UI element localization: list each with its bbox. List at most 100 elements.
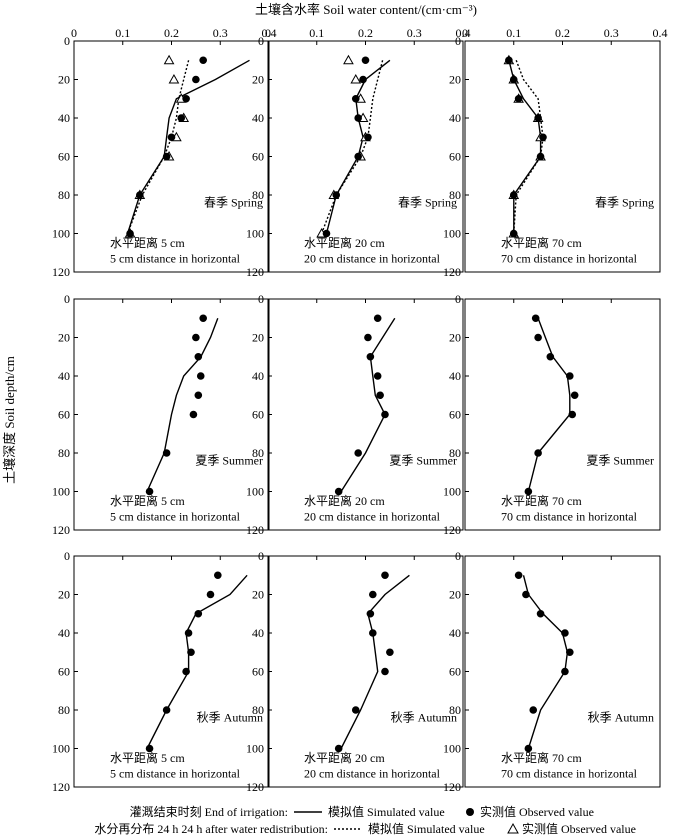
y-tick-label: 120 — [52, 523, 70, 537]
chart-title: 土壤含水率 Soil water content/(cm·cm⁻³) — [255, 2, 477, 17]
y-tick-label: 0 — [258, 292, 264, 306]
distance-label-cn: 水平距离 5 cm — [110, 750, 185, 765]
simulated-end-line — [126, 59, 250, 234]
y-tick-label: 80 — [449, 703, 461, 717]
y-tick-label: 100 — [246, 485, 264, 499]
observed-end-point — [162, 706, 171, 714]
panel-1: 0 20 40 60 80 100 120 0 0.1 0.2 0.3 0.4 春季 Spring 水平距… — [52, 26, 277, 279]
observed-end-point — [194, 391, 203, 400]
distance-label-en: 70 cm distance in horizontal — [501, 766, 638, 780]
observed-end-point — [199, 56, 207, 65]
distance-label-en: 70 cm distance in horizontal — [501, 251, 638, 265]
observed-end-point — [373, 314, 382, 323]
distance-label-en: 5 cm distance in horizontal — [110, 251, 241, 265]
y-tick-label: 120 — [246, 780, 264, 794]
x-tick-label: 0.1 — [506, 26, 521, 40]
x-tick-label: 0.3 — [213, 26, 228, 40]
observed-end-point — [364, 133, 372, 142]
observed-24h-point — [168, 73, 180, 84]
simulated-end-line — [508, 60, 542, 234]
y-tick-label: 40 — [252, 369, 264, 383]
panel-4: 0 20 40 60 80 100 120 夏季 Summer 水平距离 5 cm5 cm di… — [52, 292, 270, 537]
y-tick-label: 20 — [449, 331, 461, 345]
observed-end-point — [514, 94, 523, 103]
observed-end-point — [522, 590, 530, 599]
y-tick-label: 80 — [252, 703, 264, 717]
y-tick-label: 20 — [449, 73, 461, 87]
y-tick-label: 60 — [449, 408, 461, 422]
y-tick-label: 60 — [252, 665, 264, 679]
y-tick-label: 40 — [252, 111, 264, 125]
y-tick-label: 80 — [58, 188, 70, 202]
observed-end-point — [366, 609, 375, 618]
y-tick-label: 60 — [252, 150, 264, 164]
distance-label-en: 20 cm distance in horizontal — [304, 766, 441, 780]
season-label: 秋季 Autumn — [391, 711, 457, 725]
y-tick-label: 120 — [52, 780, 70, 794]
y-tick-label: 0 — [455, 34, 461, 48]
y-tick-label: 20 — [252, 73, 264, 87]
observed-end-point — [561, 629, 569, 637]
y-tick-label: 40 — [58, 369, 70, 383]
observed-end-point — [136, 191, 144, 199]
simulated-end-line — [527, 318, 571, 492]
season-label: 夏季 Summer — [389, 454, 457, 468]
y-tick-label: 100 — [443, 742, 461, 756]
observed-end-point — [206, 590, 215, 599]
observed-24h-point — [163, 54, 175, 65]
simulated-24h-line — [320, 60, 384, 234]
observed-end-point — [351, 94, 360, 103]
observed-end-point — [376, 391, 384, 400]
observed-end-point — [524, 487, 533, 496]
distance-label-cn: 水平距离 5 cm — [110, 493, 185, 508]
y-tick-label: 20 — [252, 588, 264, 602]
season-label: 春季 Spring — [398, 196, 457, 210]
x-tick-label: 0 — [265, 26, 271, 40]
y-tick-label: 100 — [443, 485, 461, 499]
legend-simulated-24h-text: 模拟值 Simulated value — [368, 821, 485, 836]
y-tick-label: 0 — [64, 549, 70, 563]
y-tick-label: 20 — [449, 588, 461, 602]
season-label: 春季 Spring — [204, 196, 263, 210]
panel-grid: 0 20 40 60 80 100 120 0 0.1 0.2 0.3 0.4 春季 Spring 水平距… — [52, 26, 668, 794]
observed-end-point — [364, 333, 372, 342]
observed-end-point — [334, 487, 343, 496]
observed-end-point — [546, 352, 555, 361]
distance-label-en: 5 cm distance in horizontal — [110, 766, 241, 780]
observed-end-point — [182, 94, 190, 103]
y-tick-label: 80 — [58, 446, 70, 460]
observed-end-point — [192, 75, 200, 84]
season-label: 春季 Spring — [595, 196, 654, 210]
x-tick-label: 0.3 — [407, 26, 422, 40]
simulated-end-line — [146, 318, 219, 492]
x-tick-label: 0.4 — [653, 26, 668, 40]
x-tick-label: 0.4 — [456, 26, 471, 40]
observed-end-point — [524, 744, 533, 753]
y-tick-label: 20 — [58, 73, 70, 87]
observed-end-point — [145, 744, 154, 753]
y-tick-label: 100 — [52, 485, 70, 499]
x-tick-label: 0.2 — [164, 26, 179, 40]
observed-end-point — [386, 648, 394, 657]
observed-end-point — [509, 229, 518, 238]
observed-24h-point — [343, 54, 354, 65]
x-tick-label: 0.2 — [555, 26, 570, 40]
observed-end-point — [196, 372, 205, 380]
observed-end-point — [145, 487, 154, 496]
observed-end-point — [373, 372, 382, 380]
observed-end-point — [162, 152, 171, 161]
distance-label-cn: 水平距离 70 cm — [501, 235, 582, 250]
y-tick-label: 100 — [52, 742, 70, 756]
observed-end-point — [354, 114, 362, 122]
y-tick-label: 100 — [246, 742, 264, 756]
observed-24h-point — [350, 73, 362, 84]
simulated-24h-line — [126, 60, 190, 234]
y-tick-label: 60 — [58, 665, 70, 679]
simulated-end-line — [146, 574, 248, 749]
distance-label-cn: 水平距离 20 cm — [304, 235, 385, 250]
y-tick-label: 0 — [258, 34, 264, 48]
observed-end-point — [126, 229, 134, 238]
legend: 灌溉结束时刻 End of irrigation: 模拟值 Simulated … — [94, 804, 636, 836]
observed-end-point — [162, 449, 171, 457]
